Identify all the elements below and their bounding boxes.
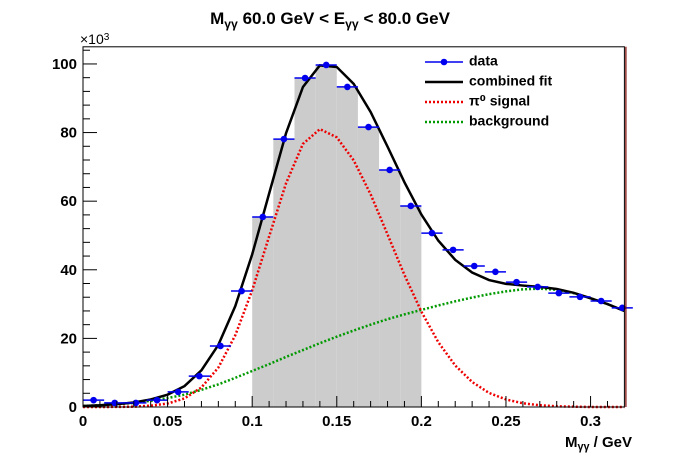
chart-title-part: M [210, 9, 224, 28]
data-point [153, 396, 161, 404]
data-point [597, 297, 605, 305]
shaded-bin [315, 64, 337, 408]
legend-label: π⁰ signal [469, 93, 530, 109]
x-axis-label-part: M [565, 434, 578, 451]
data-point [280, 135, 288, 143]
x-tick-label: 0.05 [153, 413, 182, 430]
x-tick-label: 0.15 [322, 413, 351, 430]
data-point [576, 293, 584, 301]
y-tick-label: 0 [69, 399, 77, 416]
x-tick-label: 0 [79, 413, 87, 430]
x-tick-label: 0.1 [242, 413, 263, 430]
data-point [238, 287, 245, 295]
y-tick-label: 80 [60, 125, 77, 142]
data-point [259, 213, 267, 221]
data-point [492, 268, 499, 276]
data-point [365, 123, 372, 131]
shaded-bin [400, 205, 422, 407]
shaded-bin [379, 169, 401, 407]
data-point [555, 289, 563, 297]
x-tick-label: 0.3 [580, 413, 601, 430]
legend-label: combined fit [469, 73, 553, 89]
chart-title-part: 60.0 GeV < E [238, 9, 345, 28]
data-point [513, 278, 520, 286]
data-point [344, 83, 351, 91]
legend-swatch-marker [440, 58, 448, 66]
data-point [386, 166, 393, 174]
data-point [449, 246, 457, 254]
data-point [428, 229, 436, 237]
legend-label: background [469, 113, 549, 129]
data-point [196, 372, 203, 380]
x-axis-label-part: / GeV [589, 434, 632, 451]
shaded-bin [336, 86, 358, 407]
x-tick-label: 0.25 [491, 413, 520, 430]
data-point [470, 262, 478, 270]
y-multiplier-part: ×10 [80, 31, 104, 47]
y-multiplier-part: 3 [104, 32, 110, 43]
y-tick-label: 40 [60, 262, 77, 279]
y-tick-label: 100 [52, 56, 77, 73]
shaded-bin [273, 139, 295, 407]
shaded-bin [294, 78, 316, 407]
data-point [301, 74, 309, 82]
y-multiplier: ×103 [80, 31, 110, 47]
chart-title: Mγγ 60.0 GeV < Eγγ < 80.0 GeV [210, 9, 451, 31]
y-tick-label: 60 [60, 193, 77, 210]
data-point [534, 283, 541, 291]
shaded-bin [357, 127, 380, 407]
legend-label: data [469, 53, 498, 69]
data-point [217, 342, 224, 350]
y-tick-label: 20 [60, 330, 77, 347]
chart-title-part: < 80.0 GeV [359, 9, 451, 28]
x-axis-label-part: γγ [577, 441, 589, 453]
chart-title-part: γγ [345, 17, 359, 31]
shaded-bin [252, 216, 274, 407]
data-point [174, 388, 182, 396]
x-axis-label: Mγγ / GeV [565, 434, 632, 453]
chart-title-part: γγ [224, 17, 238, 31]
data-point [322, 61, 330, 69]
x-tick-label: 0.2 [411, 413, 432, 430]
data-point [407, 202, 415, 210]
data-point [90, 396, 97, 404]
fit-curve [82, 287, 625, 408]
